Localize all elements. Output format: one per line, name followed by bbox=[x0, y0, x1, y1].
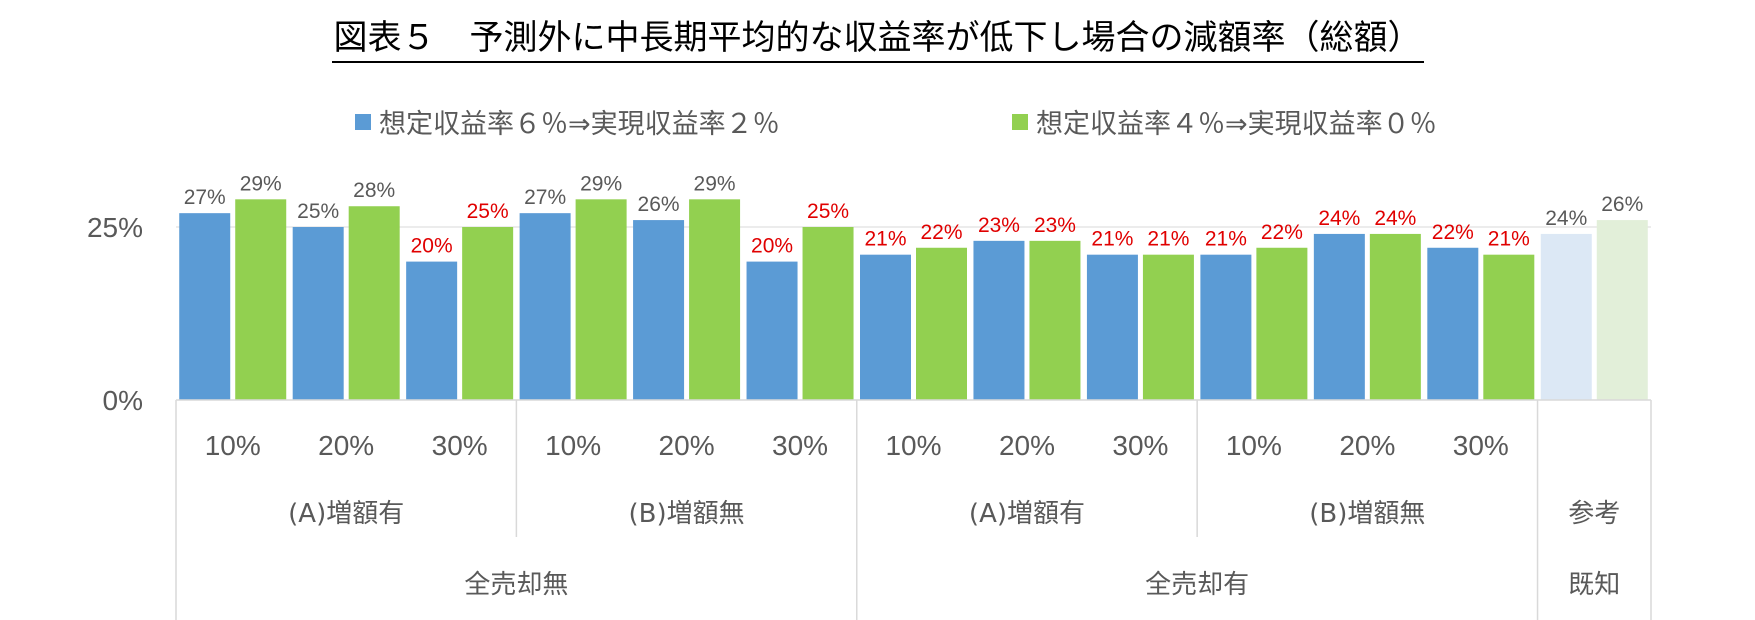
data-label-series-2-7: 22% bbox=[920, 221, 962, 244]
group-label-level3: 既知 bbox=[1568, 570, 1620, 600]
bar-series-1-1 bbox=[179, 213, 231, 400]
data-label-series-1-6: 20% bbox=[751, 235, 793, 258]
category-label: 30% bbox=[1453, 430, 1509, 461]
bar-series-1-3 bbox=[406, 261, 458, 400]
bar-series-2-10 bbox=[1256, 247, 1308, 400]
bar-series-2-3 bbox=[462, 227, 514, 400]
data-label-series-2-10: 22% bbox=[1261, 221, 1303, 244]
category-label: 20% bbox=[999, 430, 1055, 461]
data-label-series-1-4: 27% bbox=[524, 186, 566, 209]
category-label: 20% bbox=[1339, 430, 1395, 461]
category-label: 10% bbox=[885, 430, 941, 461]
category-label: 20% bbox=[659, 430, 715, 461]
bar-series-1-13 bbox=[1540, 233, 1592, 400]
bar-series-2-2 bbox=[348, 206, 400, 400]
group-label-level3: 全売却無 bbox=[464, 570, 568, 600]
data-label-series-1-2: 25% bbox=[297, 200, 339, 223]
category-label: 30% bbox=[772, 430, 828, 461]
category-label: 30% bbox=[1112, 430, 1168, 461]
legend-swatch-series-2 bbox=[1012, 113, 1028, 130]
bar-series-1-7 bbox=[860, 254, 911, 400]
data-label-series-1-10: 21% bbox=[1205, 228, 1247, 251]
category-label: 30% bbox=[432, 430, 488, 461]
bar-series-1-4 bbox=[519, 213, 571, 400]
data-label-series-2-5: 29% bbox=[694, 172, 736, 195]
legend-item-series-2: 想定収益率４％⇒実現収益率０％ bbox=[1012, 102, 1437, 141]
category-label: 10% bbox=[545, 430, 601, 461]
chart-title: 図表５ 予測外に中長期平均的な収益率が低下し場合の減額率（総額） bbox=[0, 10, 1755, 63]
bar-series-1-11 bbox=[1313, 233, 1365, 400]
category-label: 20% bbox=[318, 430, 374, 461]
data-label-series-1-7: 21% bbox=[864, 228, 906, 251]
bar-series-1-5 bbox=[633, 220, 685, 400]
bar-series-1-8 bbox=[973, 240, 1025, 400]
data-label-series-2-4: 29% bbox=[580, 172, 622, 195]
data-label-series-1-8: 23% bbox=[978, 214, 1020, 237]
group-label-level2: (B)増額無 bbox=[629, 499, 745, 529]
data-label-series-2-12: 21% bbox=[1488, 228, 1530, 251]
category-label: 10% bbox=[1226, 430, 1282, 461]
bar-series-2-11 bbox=[1369, 233, 1421, 400]
data-label-series-2-9: 21% bbox=[1147, 228, 1189, 251]
bar-series-2-7 bbox=[916, 247, 967, 400]
bar-series-2-4 bbox=[575, 199, 627, 400]
legend-label-series-1: 想定収益率６％⇒実現収益率２％ bbox=[379, 109, 780, 140]
data-label-series-1-1: 27% bbox=[184, 186, 226, 209]
legend-swatch-series-1 bbox=[355, 113, 371, 130]
group-label-level2: (B)増額無 bbox=[1309, 499, 1425, 529]
bar-series-2-1 bbox=[235, 199, 287, 400]
bar-series-2-13 bbox=[1596, 220, 1648, 400]
y-tick-label: 0% bbox=[103, 385, 143, 416]
data-label-series-2-3: 25% bbox=[467, 200, 509, 223]
legend-item-series-1: 想定収益率６％⇒実現収益率２％ bbox=[355, 102, 780, 141]
data-label-series-1-13: 24% bbox=[1545, 207, 1587, 230]
data-label-series-1-9: 21% bbox=[1091, 228, 1133, 251]
bar-series-1-2 bbox=[292, 227, 344, 400]
bar-series-2-5 bbox=[689, 199, 741, 400]
bar-series-1-10 bbox=[1200, 254, 1252, 400]
legend: 想定収益率６％⇒実現収益率２％ 想定収益率４％⇒実現収益率０％ bbox=[0, 102, 1755, 142]
bar-series-1-9 bbox=[1086, 254, 1138, 400]
bar-series-1-6 bbox=[746, 261, 798, 400]
bar-series-1-12 bbox=[1427, 247, 1479, 400]
group-label-level2: (A)増額有 bbox=[288, 499, 404, 529]
data-label-series-2-6: 25% bbox=[807, 200, 849, 223]
category-label: 10% bbox=[205, 430, 261, 461]
bar-series-2-6 bbox=[802, 227, 854, 400]
group-label-level3: 全売却有 bbox=[1145, 570, 1249, 600]
data-label-series-2-8: 23% bbox=[1034, 214, 1076, 237]
data-label-series-1-12: 22% bbox=[1432, 221, 1474, 244]
data-label-series-2-2: 28% bbox=[353, 179, 395, 202]
y-tick-label: 25% bbox=[87, 212, 143, 243]
data-label-series-1-3: 20% bbox=[411, 235, 453, 258]
data-label-series-2-11: 24% bbox=[1374, 207, 1416, 230]
bar-series-2-12 bbox=[1483, 254, 1535, 400]
data-label-series-1-11: 24% bbox=[1318, 207, 1360, 230]
group-label-level2: 参考 bbox=[1568, 499, 1620, 529]
data-label-series-2-13: 26% bbox=[1601, 193, 1643, 216]
data-label-series-2-1: 29% bbox=[240, 172, 282, 195]
bar-series-2-9 bbox=[1142, 254, 1194, 400]
legend-label-series-2: 想定収益率４％⇒実現収益率０％ bbox=[1036, 109, 1437, 140]
chart-title-text: 図表５ 予測外に中長期平均的な収益率が低下し場合の減額率（総額） bbox=[331, 10, 1424, 63]
group-label-level2: (A)増額有 bbox=[969, 499, 1085, 529]
bar-series-2-8 bbox=[1029, 240, 1081, 400]
data-label-series-1-5: 26% bbox=[638, 193, 680, 216]
